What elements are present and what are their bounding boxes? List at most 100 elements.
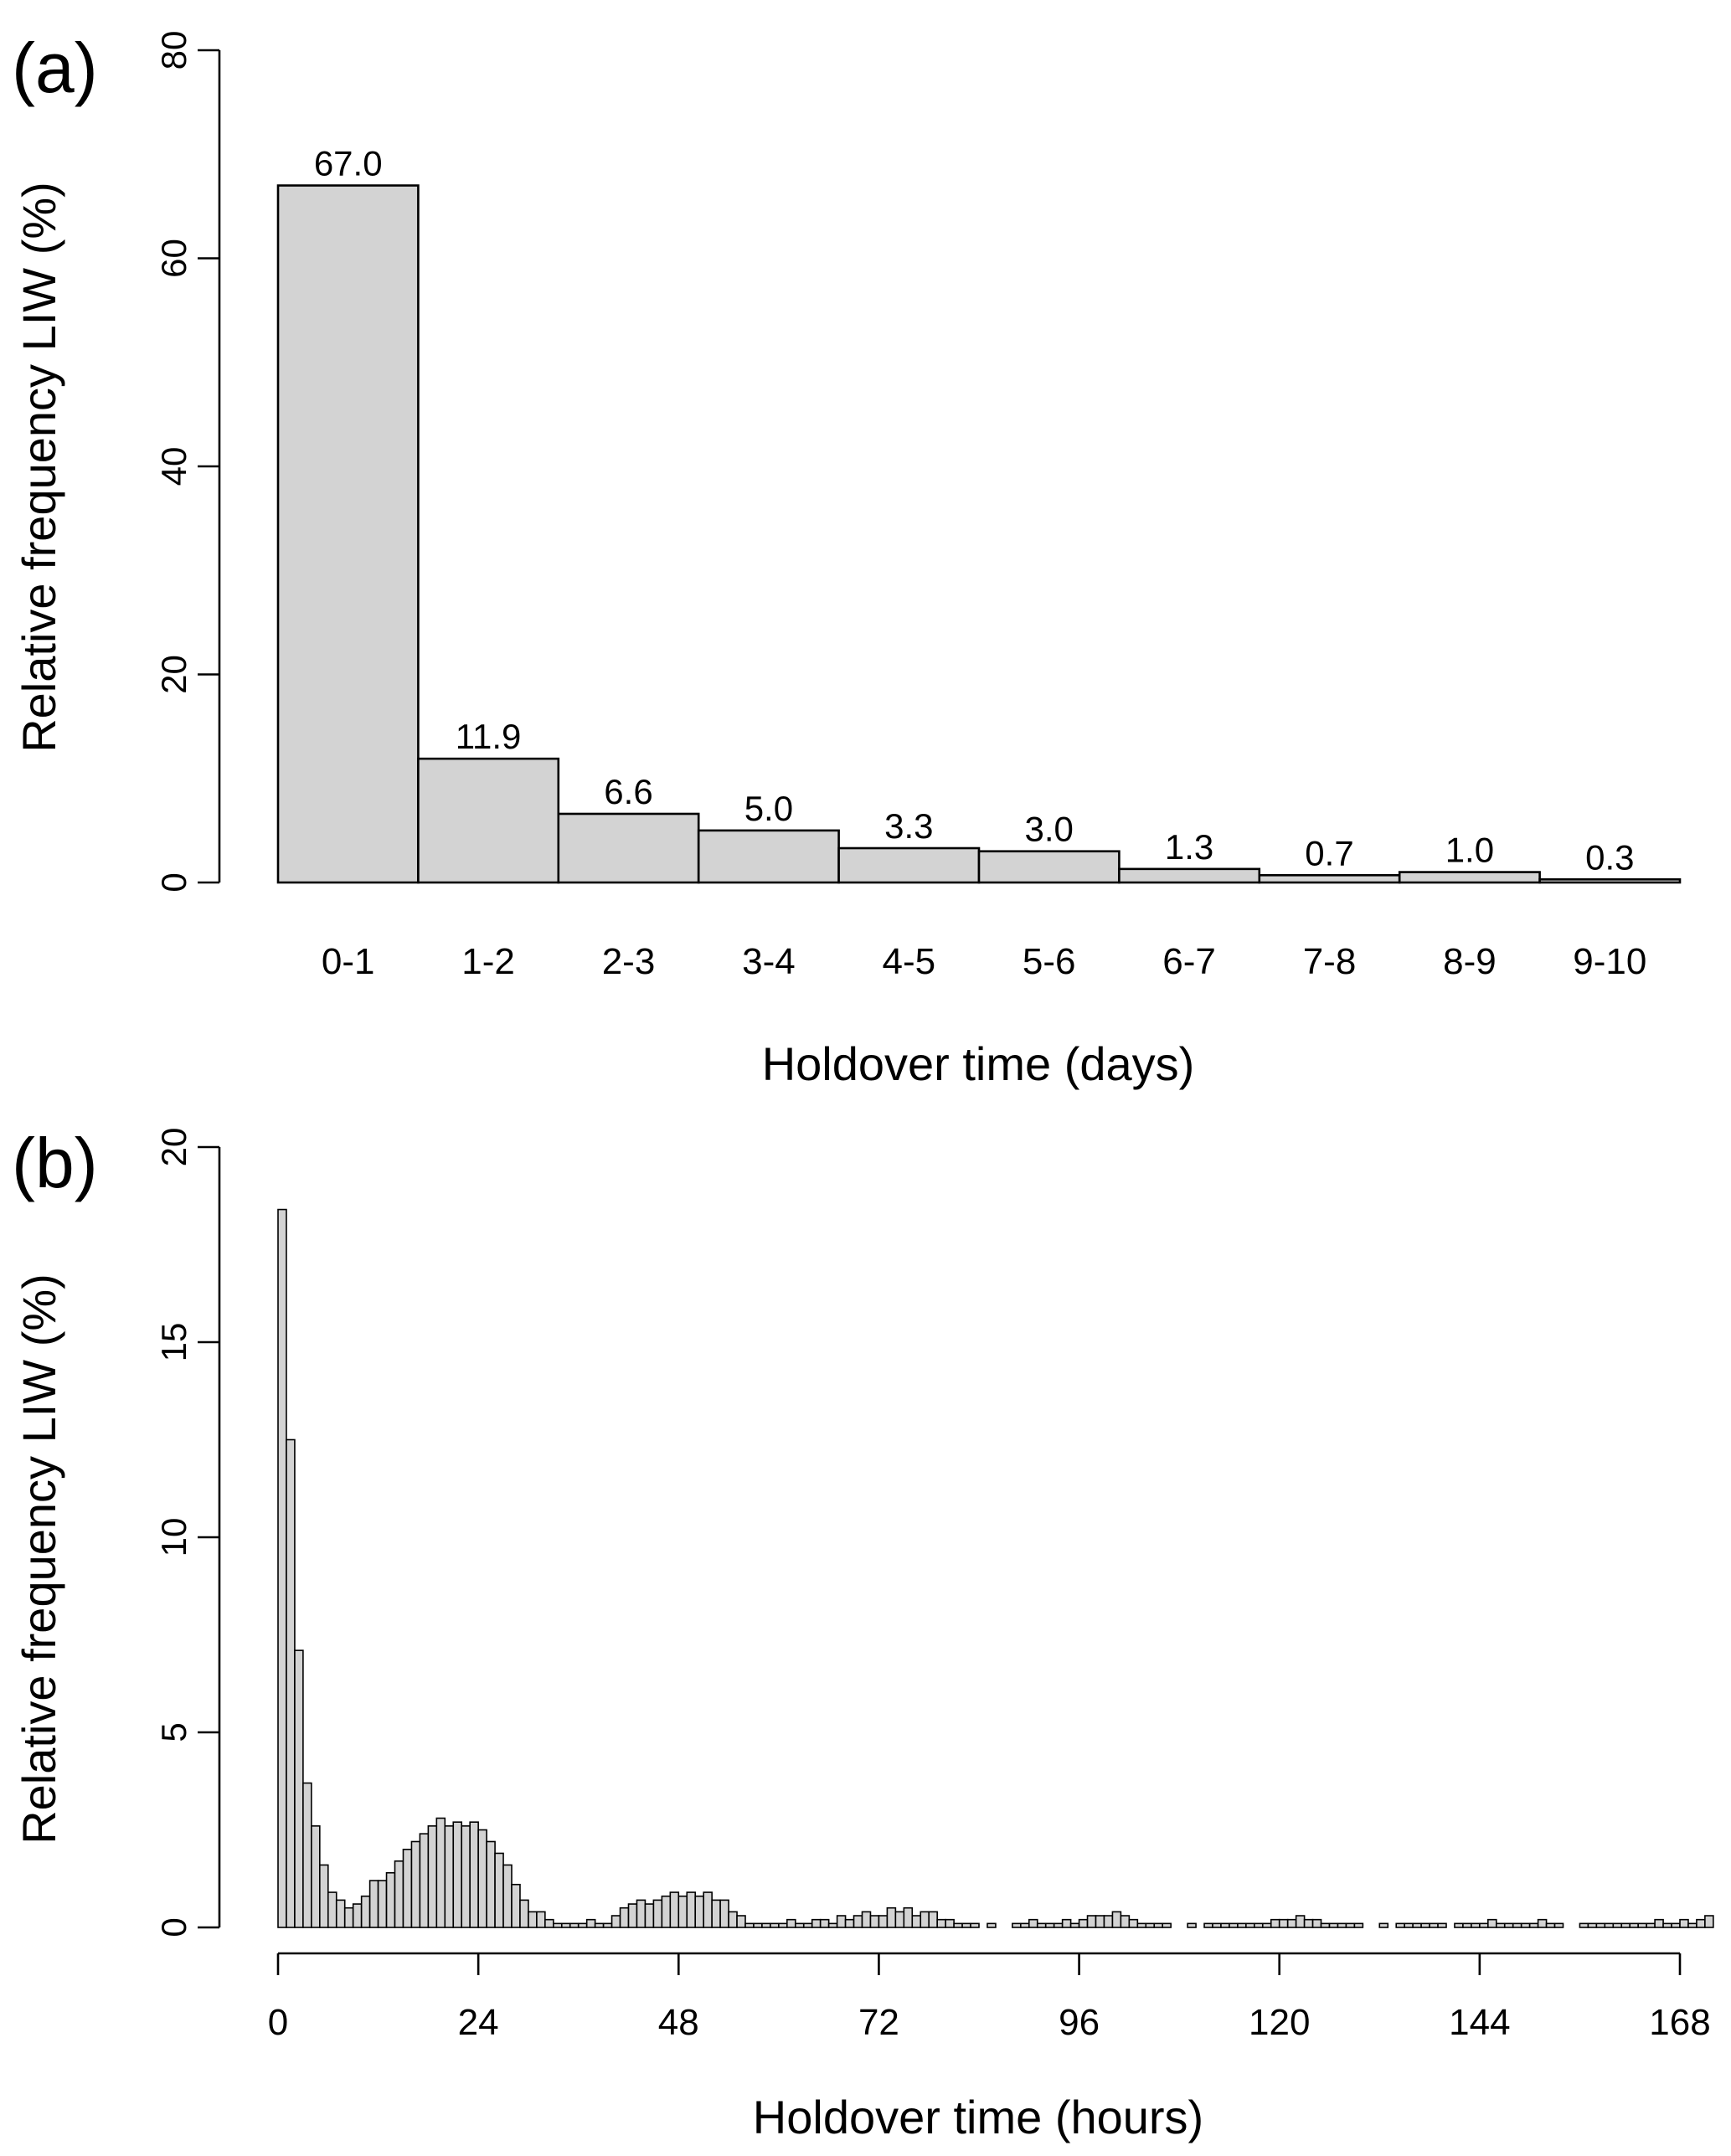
panel-b-bar (1495, 1922, 1506, 1928)
panel-a: (a) 0 20 40 60 80 67.0 11.9 6.6 5.0 3.3 3.0 1.3 0.7… (12, 28, 1682, 1090)
panel-a-bar (417, 757, 560, 884)
panel-b-bar (627, 1903, 638, 1928)
panel-a-value-label: 5.0 (744, 789, 793, 828)
panel-b-y-tick-label: 5 (154, 1722, 193, 1742)
panel-b-bar (1345, 1922, 1356, 1928)
panel-a-x-tick-label: 1-2 (461, 941, 515, 982)
panel-b-bar (1553, 1922, 1564, 1928)
panel-b-y-axis-title: Relative frequency LIW (%) (13, 1274, 65, 1845)
panel-b-bar (1162, 1922, 1172, 1928)
panel-b-bar (511, 1883, 521, 1928)
panel-b-bar (469, 1821, 479, 1928)
panel-b-bar (327, 1891, 337, 1928)
panel-b-bar (970, 1922, 980, 1928)
panel-b-bar (652, 1899, 663, 1928)
panel-a-y-axis-title: Relative frequency LIW (%) (13, 182, 65, 753)
panel-b-bar (519, 1899, 529, 1928)
panel-a-bar (557, 812, 700, 884)
panel-b-bar (736, 1915, 746, 1928)
panel-b-bar (1454, 1922, 1464, 1928)
panel-b-bar (1328, 1922, 1339, 1928)
panel-b-bar (1471, 1922, 1481, 1928)
panel-b-bar (694, 1895, 704, 1928)
panel-b-bar (1545, 1922, 1556, 1928)
panel-b-bar (1595, 1922, 1606, 1928)
panel-b-bar (1286, 1918, 1297, 1928)
panel-b-bar (1404, 1922, 1414, 1928)
panel-b: (b) 0 5 10 15 20 0 24 48 72 96 120 144 168 Relative… (12, 1124, 1714, 2143)
panel-b-bar (1303, 1918, 1314, 1928)
panel-a-y-tick-label: 60 (154, 239, 193, 278)
panel-b-x-tick-label: 72 (858, 2002, 899, 2043)
panel-b-bar (1069, 1922, 1080, 1928)
panel-b-bar (987, 1922, 997, 1928)
panel-a-y-axis: 0 20 40 60 80 (154, 31, 221, 893)
panel-b-bar (368, 1880, 379, 1928)
panel-a-bar (697, 829, 840, 884)
panel-b-bar (936, 1918, 946, 1928)
panel-a-value-label: 1.0 (1445, 831, 1494, 870)
panel-b-bar (1086, 1915, 1097, 1928)
panel-b-x-tick-label: 144 (1449, 2002, 1510, 2043)
panel-b-bar (577, 1922, 588, 1928)
panel-b-bar (1662, 1922, 1672, 1928)
panel-b-bar (761, 1922, 771, 1928)
panel-b-bar (636, 1899, 647, 1928)
panel-b-bar (427, 1825, 438, 1928)
panel-b-bar (669, 1891, 680, 1928)
panel-a-value-label: 3.3 (884, 806, 933, 846)
panel-b-bar (553, 1922, 563, 1928)
panel-b-bar (544, 1918, 554, 1928)
panel-b-bar (1061, 1918, 1072, 1928)
panel-b-bar (686, 1891, 697, 1928)
panel-a-bar (276, 184, 420, 884)
panel-a-y-tick-label: 80 (154, 31, 193, 70)
panel-b-bar (1503, 1922, 1514, 1928)
panel-b-bar (1412, 1922, 1422, 1928)
panel-b-bar (585, 1918, 596, 1928)
panel-b-bar (802, 1922, 813, 1928)
panel-b-x-tick-label: 24 (458, 2002, 499, 2043)
panel-b-bar (945, 1918, 955, 1928)
panel-b-bar (1153, 1922, 1164, 1928)
panel-b-bar (953, 1922, 963, 1928)
panel-b-bar (502, 1864, 513, 1928)
panel-b-bar (1295, 1915, 1306, 1928)
panel-b-bar (677, 1895, 688, 1928)
panel-a-x-tick-labels: 0-1 1-2 2-3 3-4 4-5 5-6 6-7 7-8 8-9 9-10 (322, 941, 1646, 982)
panel-a-bar (977, 850, 1121, 884)
panel-b-bar (1687, 1922, 1698, 1928)
panel-b-bar (302, 1782, 312, 1928)
panel-b-bar (1028, 1918, 1038, 1928)
panel-a-x-tick-label: 6-7 (1162, 941, 1216, 982)
panel-b-bar (528, 1911, 538, 1928)
panel-b-bar (1095, 1915, 1105, 1928)
panel-b-bar (1696, 1918, 1706, 1928)
panel-b-bar (1103, 1915, 1114, 1928)
panel-b-bar (1679, 1918, 1689, 1928)
panel-a-bar (1398, 871, 1541, 884)
panel-b-bar (1537, 1918, 1548, 1928)
panel-b-bar (343, 1906, 354, 1928)
panel-b-bar (1111, 1911, 1122, 1928)
panel-a-value-label: 0.7 (1305, 833, 1353, 872)
panel-b-bar (1044, 1922, 1055, 1928)
panel-b-bar (1420, 1922, 1430, 1928)
panel-b-x-tick-label: 0 (268, 2002, 288, 2043)
panel-b-bar (1646, 1922, 1656, 1928)
panel-b-label: (b) (12, 1124, 98, 1202)
panel-b-bar (644, 1903, 655, 1928)
panel-b-bar (1520, 1922, 1531, 1928)
panel-b-bar (911, 1915, 922, 1928)
panel-b-bar (728, 1911, 738, 1928)
panel-a-x-tick-label: 4-5 (883, 941, 936, 982)
panel-b-bar (703, 1891, 713, 1928)
panel-b-bar (1311, 1918, 1322, 1928)
panel-b-y-tick-label: 20 (154, 1128, 193, 1167)
panel-b-y-tick-label: 15 (154, 1323, 193, 1362)
panel-a-value-label: 0.3 (1585, 837, 1634, 877)
panel-b-bar (1353, 1922, 1364, 1928)
panel-b-bar (1487, 1918, 1497, 1928)
panel-a-bar (1258, 874, 1401, 884)
